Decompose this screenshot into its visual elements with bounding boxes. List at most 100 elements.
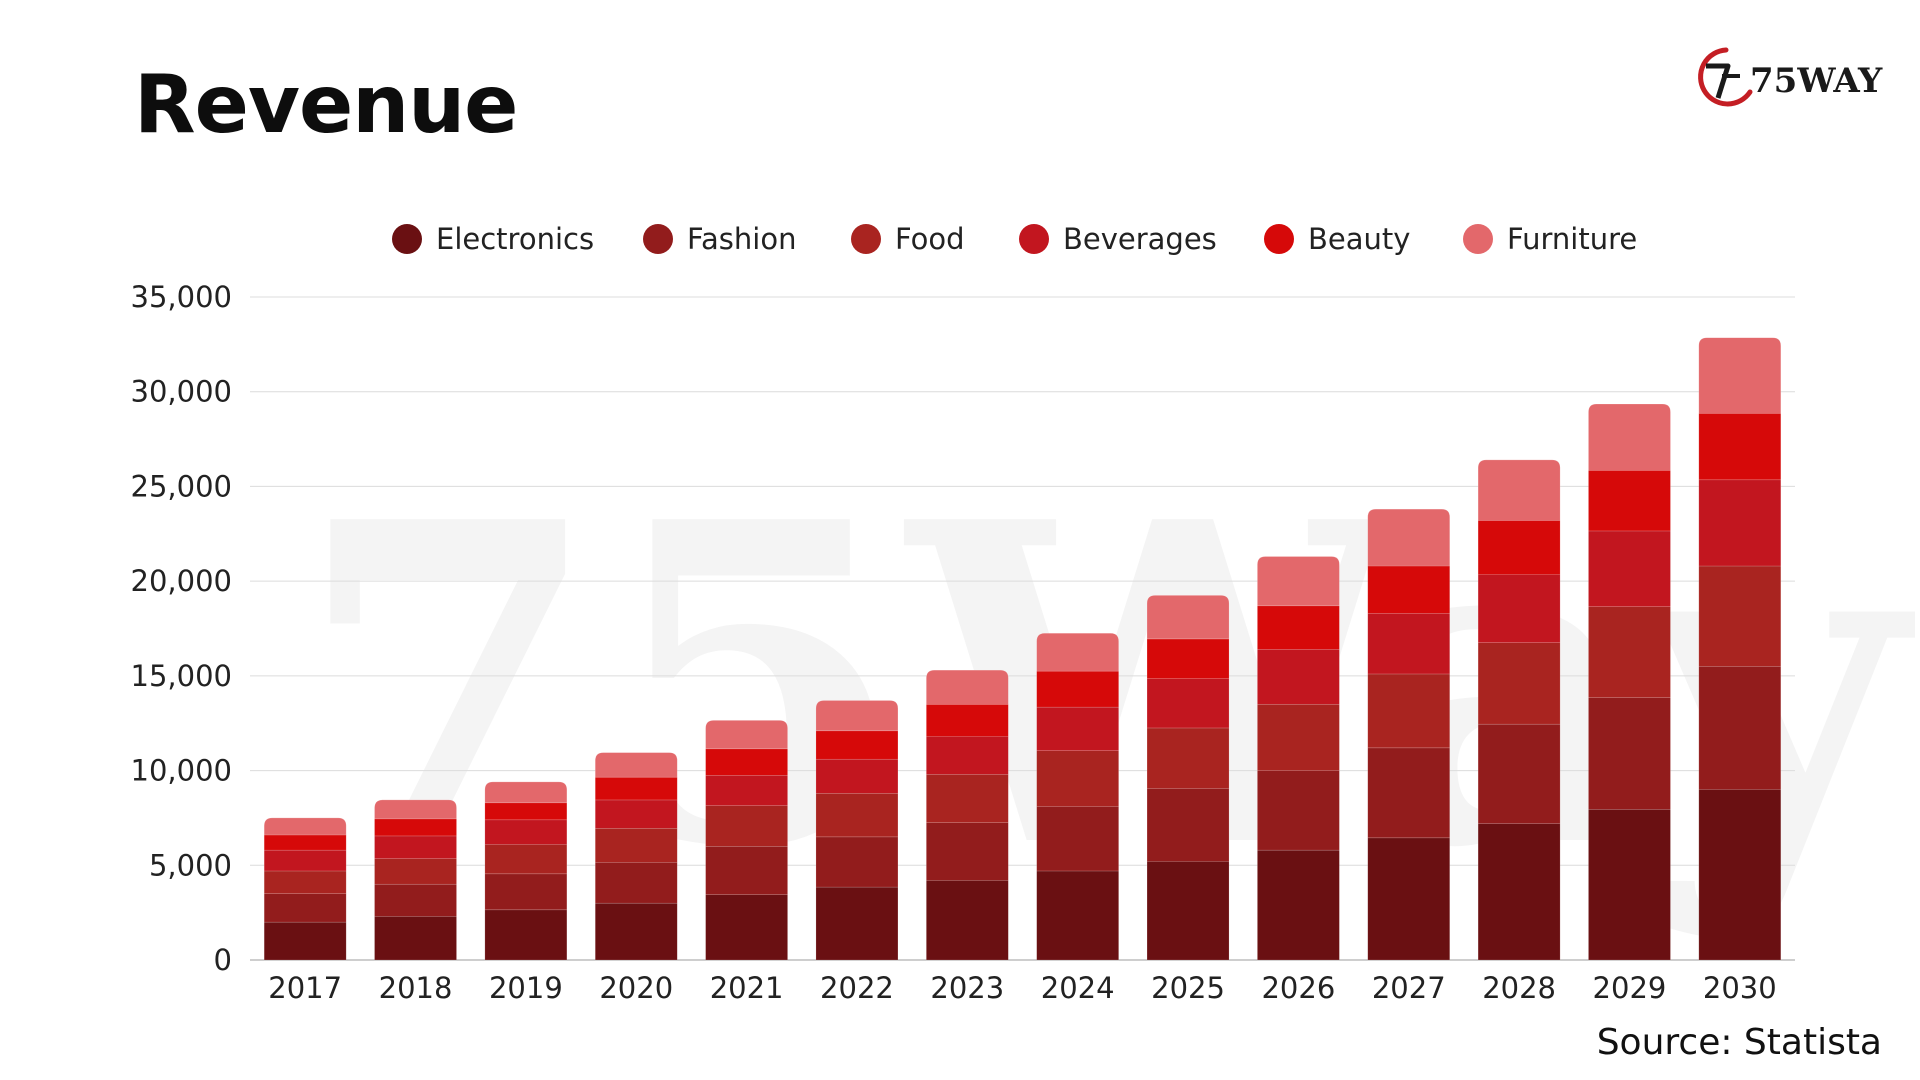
bar-segment-fashion-2021	[705, 846, 788, 895]
bar-segment-beverages-2024	[1036, 706, 1119, 751]
bar-segment-food-2029	[1588, 606, 1671, 698]
bar-segment-beverages-2023	[926, 736, 1009, 775]
bar-segment-furniture-2020	[594, 752, 678, 778]
legend-label: Furniture	[1507, 222, 1638, 256]
brand-logo: 75WAY	[1688, 40, 1888, 114]
bar-segment-beauty-2025	[1146, 638, 1230, 679]
bar-segment-furniture-2017	[263, 817, 347, 836]
bar-segment-beverages-2030	[1698, 479, 1782, 567]
bar-segment-beverages-2017	[263, 849, 347, 872]
bar-segment-electronics-2025	[1146, 861, 1230, 961]
bar-segment-fashion-2028	[1477, 723, 1561, 824]
legend-swatch	[1264, 224, 1294, 254]
bar-segment-fashion-2022	[815, 836, 899, 888]
bar-segment-electronics-2026	[1257, 849, 1340, 961]
bar-segment-electronics-2018	[374, 916, 457, 961]
bar-segment-electronics-2021	[705, 894, 788, 961]
y-tick-label: 25,000	[131, 469, 232, 503]
legend-label: Beverages	[1063, 222, 1217, 256]
bar-segment-food-2027	[1367, 673, 1451, 749]
x-axis: 2017 2018 2019 2020 2021 2022 2023 2024 2025 2026…	[268, 971, 1776, 1005]
bar-segment-furniture-2024	[1036, 632, 1119, 672]
bar-segment-furniture-2030	[1698, 337, 1782, 414]
bar-segment-fashion-2027	[1367, 747, 1451, 839]
x-tick-label: 2027	[1372, 971, 1446, 1005]
x-tick-label: 2026	[1261, 971, 1335, 1005]
legend-item-beverages: Beverages	[1019, 216, 1217, 262]
bar-segment-electronics-2020	[594, 902, 678, 961]
chart-legend: Electronics Fashion Food Beverages Beauty Fur…	[0, 216, 1920, 262]
bar-segment-beauty-2023	[926, 703, 1009, 737]
y-tick-label: 0	[214, 943, 232, 977]
legend-item-furniture: Furniture	[1463, 216, 1637, 262]
source-note: Source: Statista	[1596, 1022, 1882, 1063]
legend-label: Electronics	[436, 222, 595, 256]
bar-segment-electronics-2024	[1036, 870, 1119, 961]
bar-segment-beauty-2021	[705, 748, 788, 776]
bars	[263, 337, 1782, 961]
bar-segment-food-2022	[815, 793, 899, 838]
x-tick-label: 2020	[599, 971, 673, 1005]
x-tick-label: 2024	[1041, 971, 1115, 1005]
bar-segment-beverages-2022	[815, 758, 899, 794]
x-tick-label: 2029	[1593, 971, 1667, 1005]
bar-segment-furniture-2027	[1367, 508, 1451, 567]
bar-segment-fashion-2025	[1146, 788, 1230, 862]
x-tick-label: 2018	[379, 971, 453, 1005]
bar-segment-beverages-2027	[1367, 613, 1451, 675]
bar-segment-beauty-2027	[1367, 565, 1451, 614]
bar-segment-electronics-2023	[926, 880, 1009, 961]
bar-segment-beauty-2030	[1698, 413, 1782, 481]
legend-swatch	[392, 224, 422, 254]
legend-label: Beauty	[1308, 222, 1411, 256]
legend-swatch	[1463, 224, 1493, 254]
bar-segment-beauty-2022	[815, 730, 899, 760]
bar-segment-fashion-2026	[1257, 770, 1340, 851]
logo-text: 75WAY	[1750, 61, 1883, 101]
bar-segment-furniture-2028	[1477, 459, 1561, 521]
bar-segment-furniture-2029	[1588, 403, 1671, 471]
bar-segment-beverages-2028	[1477, 574, 1561, 644]
legend-item-fashion: Fashion	[643, 216, 796, 262]
bar-segment-beverages-2020	[594, 799, 678, 829]
bar-segment-fashion-2024	[1036, 806, 1119, 872]
bar-segment-food-2024	[1036, 750, 1119, 807]
bar-segment-electronics-2017	[263, 921, 347, 961]
x-tick-label: 2019	[489, 971, 563, 1005]
bar-segment-beauty-2018	[374, 818, 457, 837]
x-tick-label: 2030	[1703, 971, 1777, 1005]
bar-segment-fashion-2018	[374, 883, 457, 917]
bar-segment-beverages-2029	[1588, 530, 1671, 608]
bar-segment-food-2026	[1257, 703, 1340, 771]
bar-segment-furniture-2018	[374, 799, 457, 820]
bar-segment-beauty-2020	[594, 776, 678, 801]
y-tick-label: 5,000	[149, 848, 232, 882]
bar-segment-fashion-2029	[1588, 697, 1671, 810]
bar-segment-food-2025	[1146, 727, 1230, 789]
bar-segment-fashion-2019	[484, 873, 568, 911]
y-axis: 0 5,000 10,000 15,000 20,000 25,000 30,000 35,0…	[131, 280, 232, 977]
bar-segment-fashion-2023	[926, 822, 1009, 881]
bar-segment-fashion-2030	[1698, 666, 1782, 790]
x-tick-label: 2017	[268, 971, 342, 1005]
bar-segment-beverages-2026	[1257, 649, 1340, 705]
bar-segment-beauty-2017	[263, 834, 347, 851]
bar-segment-furniture-2022	[815, 700, 899, 732]
legend-item-food: Food	[851, 216, 965, 262]
bar-segment-furniture-2019	[484, 781, 568, 804]
legend-swatch	[643, 224, 673, 254]
x-tick-label: 2021	[710, 971, 784, 1005]
bar-segment-fashion-2020	[594, 862, 678, 904]
bar-segment-food-2030	[1698, 565, 1782, 667]
bar-segment-electronics-2028	[1477, 823, 1561, 961]
bar-segment-furniture-2023	[926, 669, 1009, 705]
bar-segment-electronics-2029	[1588, 809, 1671, 961]
x-tick-label: 2022	[820, 971, 894, 1005]
x-tick-label: 2023	[930, 971, 1004, 1005]
bar-segment-beverages-2018	[374, 835, 457, 859]
bar-segment-furniture-2026	[1257, 556, 1340, 607]
legend-label: Fashion	[687, 222, 797, 256]
bar-segment-electronics-2019	[484, 909, 568, 961]
bar-segment-beverages-2025	[1146, 678, 1230, 729]
